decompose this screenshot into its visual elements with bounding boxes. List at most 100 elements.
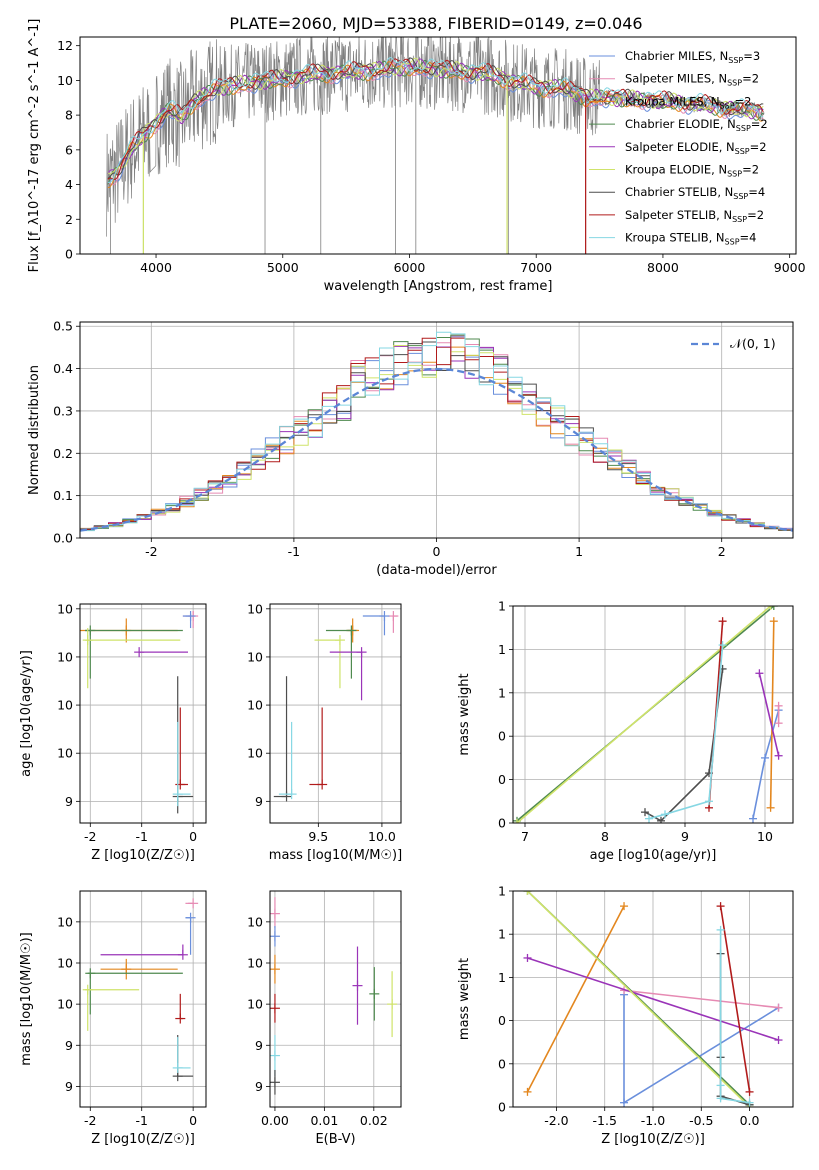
x-tick-label: -1 [135,1113,147,1128]
x-tick-label: 9.5 [308,829,328,844]
x-tick-label: 0 [189,1113,197,1128]
errorbar-chabrier-miles [270,925,280,947]
x-tick-label: -1 [288,544,300,559]
y-tick-label: 10 [247,698,263,713]
x-tick-label: -2 [84,829,96,844]
y-tick-label: 0 [498,772,506,787]
x-tick-label: 9000 [774,260,806,275]
x-tick-label: 0.02 [360,1113,388,1128]
errorbar-chabrier-elodie [85,968,183,1015]
errorbar-chabrier-stelib [273,676,292,802]
x-tick-label: 4000 [140,260,172,275]
errorbar-salpeter-elodie [134,647,188,658]
y-tick-label: 0 [65,247,73,262]
errorbar-chabrier-elodie [85,625,183,679]
legend-label-chabrier-stelib: Chabrier STELIB, NSSP=4 [625,185,765,201]
y-tick-label: 10 [247,956,263,971]
legend-label-salpeter-miles: Salpeter MILES, NSSP=2 [625,72,759,88]
y-tick-label: 0 [498,1056,506,1071]
spectrum-legend: Chabrier MILES, NSSP=3 Salpeter MILES, NS… [589,49,768,247]
panel-age-vs-mass: 9.5 10.0 9 10 10 10 10 mass [log10(M/M☉)] [247,601,402,863]
y-tick-label: 1 [498,970,506,985]
weight-line-kroupa-miles [769,621,775,808]
y-tick-label: 9 [65,794,73,809]
x-axis-label: Z [log10(Z/Z☉)] [91,848,195,863]
plot-area-age-vs-mass [273,611,399,802]
weight-line-salpeter-elodie [527,957,779,1041]
x-tick-label: -2 [145,544,157,559]
legend-label-gaussian: 𝒩(0, 1) [730,336,776,351]
y-axis-label: Flux [f_λ10^-17 erg cm^-2 s^-1 A^-1] [27,19,42,273]
x-tick-label: -0.5 [689,1113,713,1128]
plot-area-mass-vs-z [82,898,199,1082]
y-tick-label: 9 [255,1038,263,1053]
model-spectrum-salpeter-miles [107,62,764,186]
legend-label-kroupa-elodie: Kroupa ELODIE, NSSP=2 [625,163,759,179]
x-axis-label: mass [log10(M/M☉)] [269,848,402,863]
panel-weight-vs-z: -2.0 -1.5 -1.0 -0.5 0.0 0 0 0 1 1 1 Z [log10(Z/Z☉)]… [457,884,794,1147]
x-tick-label: 7000 [520,260,552,275]
errorbar-kroupa-stelib [270,1035,280,1077]
model-spectrum-chabrier-stelib [107,57,764,179]
axes-frame [79,36,797,255]
errorbar-salpeter-stelib [309,707,328,790]
panel-residuals: -2 -1 0 1 2 0.0 0.1 0.2 0.3 0.4 0.5 (data-model)/er… [27,319,794,578]
weight-line-salpeter-stelib [719,905,751,1093]
plot-area-residuals [80,331,793,532]
x-tick-label: 9 [681,829,689,844]
x-tick-label: 8 [601,829,609,844]
errorbar-salpeter-miles [270,897,280,929]
x-tick-label: 6000 [394,260,426,275]
x-tick-label: -2.0 [544,1113,568,1128]
x-axis-label: Z [log10(Z/Z☉)] [91,1132,195,1147]
figure-title: PLATE=2060, MJD=53388, FIBERID=0149, z=0… [229,14,642,33]
weight-line-kroupa-stelib [719,929,750,1104]
legend-label-kroupa-stelib: Kroupa STELIB, NSSP=4 [625,231,756,247]
y-tick-label: 12 [57,38,73,53]
panel-spectrum: 4000 5000 6000 7000 8000 9000 0 2 4 6 8 10 12 wavelen… [27,19,806,294]
errorbar-chabrier-miles [185,912,196,955]
errorbar-kroupa-miles [270,954,280,984]
errorbar-kroupa-elodie [387,971,398,1038]
x-tick-label: 8000 [647,260,679,275]
weight-line-kroupa-elodie [516,606,772,823]
x-tick-label: -1.0 [641,1113,665,1128]
y-tick-label: 1 [498,884,506,899]
weight-line-kroupa-miles [526,905,625,1093]
x-axis-label: Z [log10(Z/Z☉)] [601,1132,705,1147]
x-tick-label: 10 [757,829,773,844]
y-tick-label: 0.3 [53,403,73,418]
x-axis-label: age [log10(age/yr)] [590,848,717,863]
y-tick-label: 0.1 [53,488,73,503]
plot-area-mass-vs-ebv [270,897,398,1095]
y-tick-label: 10 [57,914,73,929]
model-spectrum-kroupa-stelib [107,56,764,184]
x-tick-label: 0.00 [261,1113,289,1128]
x-tick-label: -1.5 [593,1113,617,1128]
y-tick-label: 4 [65,177,73,192]
x-axis-label: wavelength [Angstrom, rest frame] [324,279,553,294]
y-tick-label: 10 [247,746,263,761]
y-tick-label: 10 [57,601,73,616]
y-tick-label: 10 [57,73,73,88]
errorbar-salpeter-elodie [329,647,367,701]
plot-area-weight-vs-age [513,606,783,823]
y-tick-label: 2 [65,212,73,227]
histogram-kroupa-elodie [80,345,793,531]
errorbar-kroupa-stelib [172,1037,191,1073]
histogram-kroupa-stelib [80,331,793,532]
panel-mass-vs-z: -2 -1 0 9 9 10 10 10 Z [log10(Z/Z☉)] mass [log10(… [19,890,207,1147]
y-tick-label: 0.4 [53,361,73,376]
y-tick-label: 10 [57,956,73,971]
errorbar-kroupa-elodie [314,635,345,689]
y-tick-label: 0 [498,816,506,831]
panel-mass-vs-ebv: 0.00 0.01 0.02 9 9 10 10 10 E(B-V) [247,890,402,1147]
x-tick-label: 10.0 [368,829,396,844]
axes-frame [269,890,402,1108]
x-tick-label: -1 [135,829,147,844]
y-axis-label: Normed distribution [27,365,42,495]
errorbar-chabrier-elodie [369,967,380,1021]
y-axis-label: mass weight [457,958,472,1040]
errorbar-chabrier-stelib [172,1035,194,1082]
